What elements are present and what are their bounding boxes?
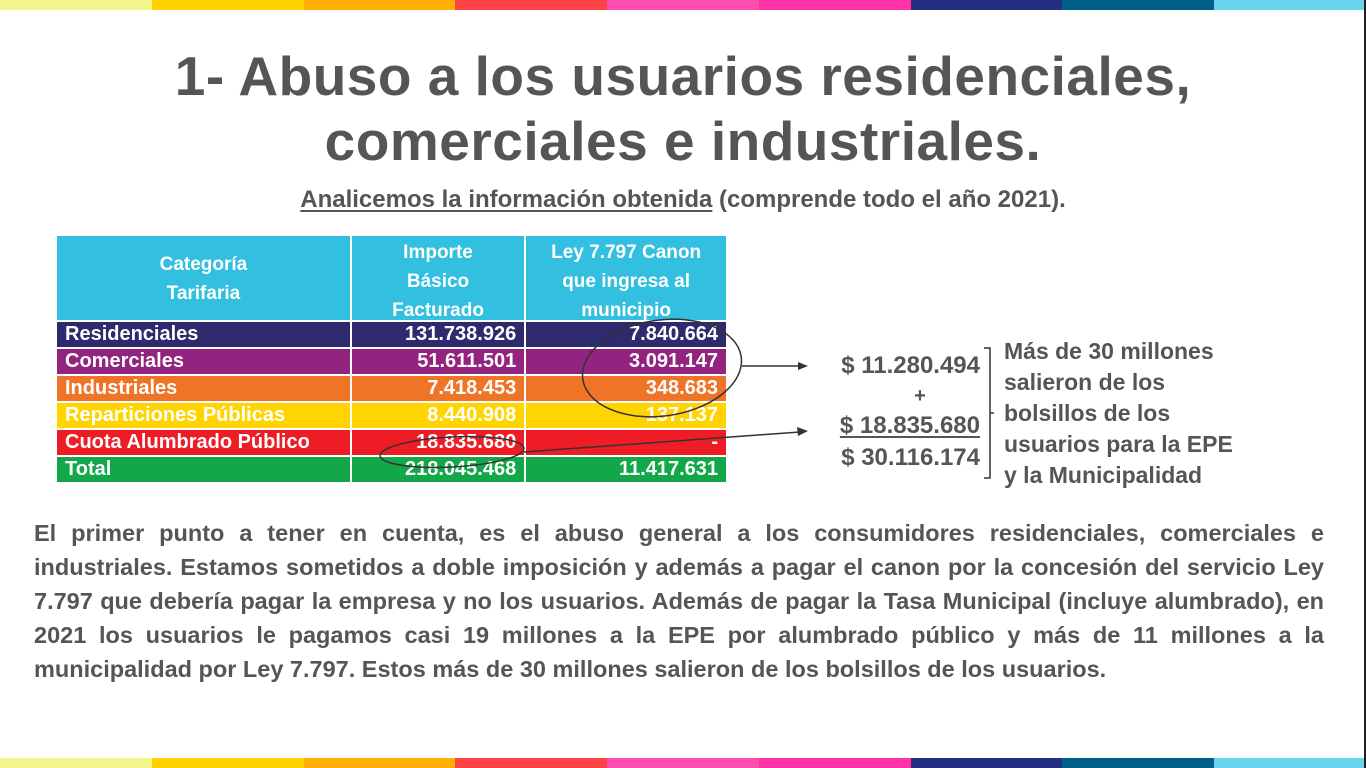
stripe-segment <box>607 0 759 10</box>
note-line: Más de 30 millones <box>1004 338 1214 364</box>
header-categoria: Categoría Tarifaria <box>55 234 352 322</box>
bracket <box>984 347 994 479</box>
cell-categoria: Residenciales <box>55 320 352 349</box>
subtitle-underlined: Analicemos la información obtenida <box>300 186 713 213</box>
sum-canon-value: $ 11.280.494 <box>841 352 980 379</box>
subtitle: Analicemos la información obtenida (comp… <box>0 186 1366 214</box>
stripe-segment <box>303 0 456 10</box>
cell-importe: 8.440.908 <box>349 401 527 430</box>
stripe-segment <box>1062 0 1215 10</box>
table-row: Cuota Alumbrado Público 18.835.680- <box>55 428 728 457</box>
slide-title: 1- Abuso a los usuarios residenciales, c… <box>0 44 1366 174</box>
cell-canon: 348.683 <box>524 374 728 403</box>
table-row: Industriales 7.418.453 348.683 <box>55 374 728 403</box>
tariff-table: Categoría Tarifaria Importe Básico Facturad… <box>55 234 728 484</box>
sum-block: $ 11.280.494 + $ 18.835.680 $ 30.116.174 <box>800 350 980 474</box>
sum-alumbrado-value: $ 18.835.680 <box>839 412 980 439</box>
cell-importe: 51.611.501 <box>349 347 527 376</box>
note-line: y la Municipalidad <box>1004 462 1203 488</box>
cell-canon: 7.840.664 <box>524 320 728 349</box>
cell-canon: 137.137 <box>524 401 728 430</box>
stripe-segment <box>1214 758 1366 768</box>
top-color-stripe <box>0 0 1366 10</box>
body-paragraph: El primer punto a tener en cuenta, es el… <box>34 520 1324 682</box>
cell-importe: 7.418.453 <box>349 374 527 403</box>
header-canon: Ley 7.797 Canon que ingresa al municipio <box>524 234 728 322</box>
table-row: Reparticiones Públicas 8.440.908 137.137 <box>55 401 728 430</box>
title-line-1: 1- Abuso a los usuarios residenciales, <box>174 45 1192 107</box>
cell-categoria: Reparticiones Públicas <box>55 401 352 430</box>
stripe-segment <box>607 758 759 768</box>
stripe-segment <box>303 758 456 768</box>
note-line: salieron de los <box>1004 369 1166 395</box>
stripe-segment <box>1062 758 1215 768</box>
table-header-row: Categoría Tarifaria Importe Básico Facturad… <box>55 234 728 322</box>
cell-importe: 218.045.468 <box>349 455 527 484</box>
bottom-color-stripe <box>0 758 1366 768</box>
sum-plus-sign: + <box>914 385 926 407</box>
stripe-segment <box>758 0 911 10</box>
cell-importe: 131.738.926 <box>349 320 527 349</box>
table-row: Comerciales 51.611.501 3.091.147 <box>55 347 728 376</box>
header-importe: Importe Básico Facturado <box>349 234 527 322</box>
subtitle-rest: (comprende todo el año 2021). <box>712 186 1066 213</box>
cell-importe: 18.835.680 <box>349 428 527 457</box>
stripe-segment <box>1214 0 1366 10</box>
stripe-segment <box>910 758 1063 768</box>
stripe-segment <box>0 0 152 10</box>
stripe-segment <box>0 758 152 768</box>
stripe-segment <box>151 0 304 10</box>
cell-categoria: Total <box>55 455 352 484</box>
stripe-segment <box>455 758 608 768</box>
stripe-segment <box>758 758 911 768</box>
cell-canon: - <box>524 428 728 457</box>
cell-categoria: Industriales <box>55 374 352 403</box>
cell-canon: 3.091.147 <box>524 347 728 376</box>
title-line-2: comerciales e industriales. <box>324 110 1042 172</box>
stripe-segment <box>151 758 304 768</box>
stripe-segment <box>910 0 1063 10</box>
cell-categoria: Cuota Alumbrado Público <box>55 428 352 457</box>
sum-total-value: $ 30.116.174 <box>841 444 980 471</box>
right-edge-line <box>1364 0 1366 768</box>
side-note: Más de 30 millones salieron de los bolsi… <box>1004 336 1304 491</box>
stripe-segment <box>455 0 608 10</box>
cell-categoria: Comerciales <box>55 347 352 376</box>
table-row: Total 218.045.468 11.417.631 <box>55 455 728 484</box>
note-line: bolsillos de los <box>1004 400 1171 426</box>
note-line: usuarios para la EPE <box>1004 431 1233 457</box>
table-row: Residenciales 131.738.926 7.840.664 <box>55 320 728 349</box>
cell-canon: 11.417.631 <box>524 455 728 484</box>
